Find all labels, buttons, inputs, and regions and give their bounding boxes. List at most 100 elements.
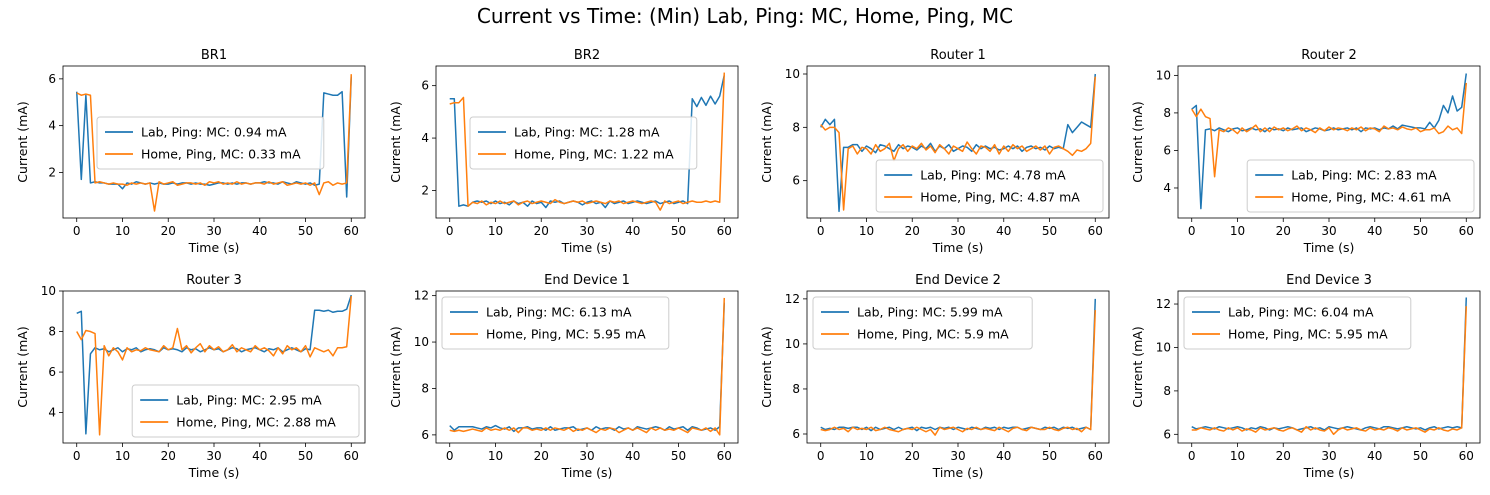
x-tick-label: 40 (996, 449, 1011, 463)
y-tick-label: 6 (48, 72, 56, 86)
x-axis-label: Time (s) (561, 240, 613, 255)
legend-box (96, 116, 325, 170)
subplot-end-device-1: End Device 1 0 10 20 30 40 50 60 6 8 10 12 Time (s) C… (388, 273, 739, 480)
subplot-title: End Device 1 (544, 273, 630, 288)
x-tick-label: 40 (625, 224, 640, 238)
subplot-title: BR1 (201, 48, 227, 63)
x-axis-label: Time (s) (188, 465, 240, 480)
y-tick-label: 6 (1163, 143, 1171, 157)
figure-title: Current vs Time: (Min) Lab, Ping: MC, Ho… (476, 4, 1014, 28)
y-tick-label: 10 (414, 335, 429, 349)
x-tick-label: 10 (859, 449, 874, 463)
x-axis-label: Time (s) (188, 240, 240, 255)
subplot-end-device-2: End Device 2 0 10 20 30 40 50 60 6 8 10 12 Time (s) C… (759, 273, 1110, 480)
y-tick-label: 10 (785, 337, 800, 351)
x-tick-label: 30 (950, 449, 965, 463)
legend-entry: Home, Ping, MC: 4.87 mA (920, 190, 1080, 205)
x-tick-label: 50 (1413, 449, 1428, 463)
legend-entry: Home, Ping, MC: 4.61 mA (1291, 190, 1451, 205)
y-tick-label: 6 (792, 174, 800, 188)
legend-box (469, 116, 698, 170)
x-tick-label: 40 (252, 224, 267, 238)
y-axis-label: Current (mA) (388, 326, 403, 407)
x-tick-label: 60 (1459, 224, 1474, 238)
y-tick-label: 4 (48, 119, 56, 133)
legend-box (441, 296, 670, 350)
legend-box (1183, 296, 1412, 350)
legend-entry: Home, Ping, MC: 1.22 mA (514, 147, 674, 162)
legend-box (812, 296, 1033, 350)
x-tick-label: 30 (950, 224, 965, 238)
legend-entry: Lab, Ping: MC: 1.28 mA (514, 125, 660, 140)
y-axis-label: Current (mA) (1130, 101, 1145, 182)
y-tick-label: 4 (1163, 181, 1171, 195)
legend-entry: Home, Ping, MC: 0.33 mA (141, 147, 301, 162)
subplot-router-3: Router 3 0 10 20 30 40 50 60 4 6 8 10 Time (s) Curren… (15, 273, 366, 480)
x-tick-label: 30 (579, 449, 594, 463)
series-line-lab (820, 298, 1097, 432)
series-line-home (1191, 306, 1468, 436)
x-tick-label: 0 (817, 449, 825, 463)
subplot-router-1: Router 1 0 10 20 30 40 50 60 6 8 10 Time (s) Current… (759, 48, 1110, 255)
legend-entry: Lab, Ping: MC: 5.99 mA (857, 305, 1003, 320)
subplot-end-device-3: End Device 3 0 10 20 30 40 50 60 6 8 10 12 Time (s) C… (1130, 273, 1481, 480)
x-tick-label: 0 (73, 224, 81, 238)
x-tick-label: 30 (1321, 224, 1336, 238)
x-tick-label: 0 (446, 449, 454, 463)
series-line-lab (75, 76, 353, 198)
x-tick-label: 40 (996, 224, 1011, 238)
y-tick-label: 6 (792, 427, 800, 441)
legend-entry: Lab, Ping: MC: 6.13 mA (486, 305, 632, 320)
x-axis-label: Time (s) (561, 465, 613, 480)
y-axis-label: Current (mA) (15, 326, 30, 407)
subplot-title: End Device 2 (915, 273, 1001, 288)
legend-entry: Lab, Ping: MC: 2.83 mA (1291, 168, 1437, 183)
x-tick-label: 50 (298, 449, 313, 463)
x-tick-label: 30 (1321, 449, 1336, 463)
x-tick-label: 50 (298, 224, 313, 238)
series-line-home (1191, 82, 1468, 178)
y-axis-label: Current (mA) (759, 101, 774, 182)
series-line-home (449, 297, 726, 436)
x-tick-label: 20 (161, 224, 176, 238)
legend: Lab, Ping: MC: 4.78 mA Home, Ping, MC: 4.… (875, 159, 1104, 213)
subplot-title: Router 2 (1301, 48, 1357, 63)
legend-box (1246, 159, 1475, 213)
y-tick-label: 4 (421, 131, 429, 145)
y-axis-label: Current (mA) (1130, 326, 1145, 407)
legend: Lab, Ping: MC: 2.95 mA Home, Ping, MC: 2.… (131, 384, 360, 438)
legend-entry: Home, Ping, MC: 2.88 mA (176, 415, 336, 430)
x-tick-label: 60 (1088, 449, 1103, 463)
x-tick-label: 50 (671, 224, 686, 238)
y-tick-label: 10 (1156, 340, 1171, 354)
legend: Lab, Ping: MC: 6.13 mA Home, Ping, MC: 5.… (441, 296, 670, 350)
y-tick-label: 2 (48, 165, 56, 179)
x-tick-label: 20 (161, 449, 176, 463)
subplot-title: Router 1 (930, 48, 986, 63)
legend-entry: Home, Ping, MC: 5.9 mA (857, 327, 1009, 342)
y-tick-label: 8 (792, 120, 800, 134)
x-tick-label: 30 (206, 449, 221, 463)
subplot-title: Router 3 (186, 273, 242, 288)
x-axis-label: Time (s) (932, 465, 984, 480)
subplot-title: End Device 3 (1286, 273, 1372, 288)
legend-entry: Home, Ping, MC: 5.95 mA (1228, 327, 1388, 342)
legend: Lab, Ping: MC: 2.83 mA Home, Ping, MC: 4.… (1246, 159, 1475, 213)
y-axis-label: Current (mA) (759, 326, 774, 407)
x-tick-label: 10 (488, 224, 503, 238)
subplot-br1: BR1 0 10 20 30 40 50 60 2 4 6 Time (s) Current (mA) L… (15, 48, 366, 255)
y-tick-label: 12 (1156, 297, 1171, 311)
x-tick-label: 20 (1276, 224, 1291, 238)
x-tick-label: 50 (1042, 449, 1057, 463)
series-line-lab (1191, 73, 1468, 210)
x-axis-label: Time (s) (932, 240, 984, 255)
x-tick-label: 30 (206, 224, 221, 238)
y-tick-label: 8 (48, 325, 56, 339)
legend-entry: Home, Ping, MC: 5.95 mA (486, 327, 646, 342)
series-line-lab (449, 75, 726, 209)
x-tick-label: 0 (446, 224, 454, 238)
y-tick-label: 2 (421, 183, 429, 197)
x-tick-label: 40 (252, 449, 267, 463)
y-tick-label: 10 (41, 284, 56, 298)
